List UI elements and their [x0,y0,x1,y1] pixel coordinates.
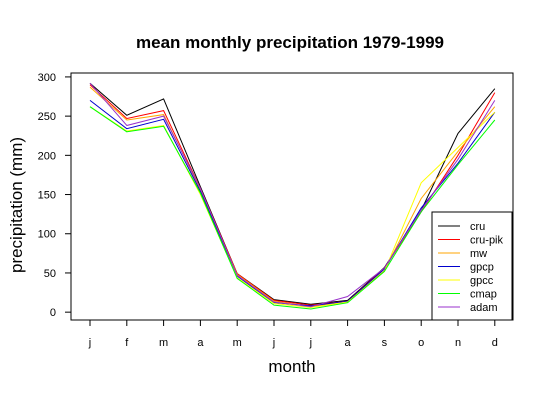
y-axis: 0 50 100 150 200 250 300 [38,72,71,319]
plot-frame [70,72,514,321]
y-tick-label: 300 [38,72,56,84]
x-tick-label: f [125,337,129,349]
series-line-gpcc [89,106,496,309]
y-axis-title: precipitation (mm) [7,137,26,273]
y-tick-label: 50 [44,268,56,280]
legend-label: cru-pik [470,235,504,247]
chart-title: mean monthly precipitation 1979-1999 [136,33,444,52]
legend-label: adam [470,302,498,314]
series-line-cru [89,82,496,305]
x-tick-label: j [88,337,91,349]
series-line-cmap [89,106,496,310]
y-tick-label: 250 [38,111,56,123]
legend-box [431,211,513,321]
x-tick-label: s [382,337,388,349]
legend-label: mw [470,248,487,260]
x-tick-label: m [233,337,242,349]
series-line-adam [89,82,496,308]
legend-label: gpcp [470,262,494,274]
y-tick-label: 100 [38,229,56,241]
x-tick-label: o [418,337,424,349]
x-tick-label: d [492,337,498,349]
x-tick-label: n [455,337,461,349]
series-lines [89,82,496,310]
y-tick-label: 150 [38,190,56,202]
x-tick-label: a [345,337,352,349]
y-tick-label: 200 [38,150,56,162]
legend-label: cru [470,221,485,233]
x-tick-label: j [309,337,312,349]
y-tick-label: 0 [50,307,56,319]
legend-label: gpcc [470,275,494,287]
legend-label: cmap [470,289,497,301]
x-tick-label: m [159,337,168,349]
x-tick-label: j [272,337,275,349]
x-axis-title: month [268,357,315,376]
x-tick-label: a [197,337,204,349]
